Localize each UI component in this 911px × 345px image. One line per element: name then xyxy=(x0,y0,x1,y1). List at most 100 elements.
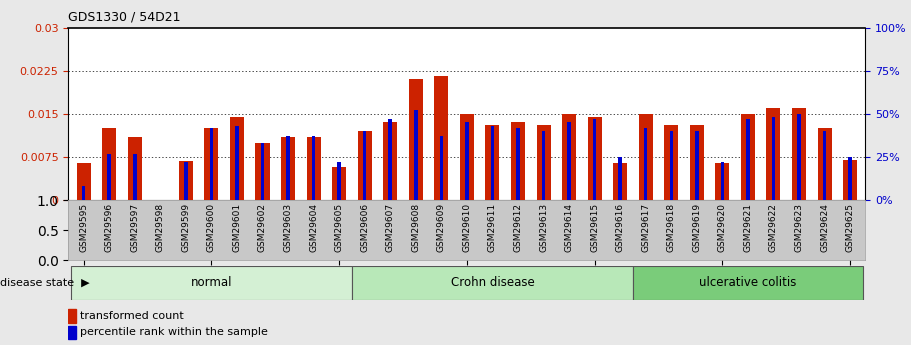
Bar xyxy=(281,137,295,200)
Text: transformed count: transformed count xyxy=(80,311,183,321)
Bar xyxy=(235,126,239,200)
Text: GSM29611: GSM29611 xyxy=(488,203,496,252)
Bar xyxy=(588,117,601,200)
Bar xyxy=(670,131,673,200)
Bar xyxy=(128,137,142,200)
Bar xyxy=(261,143,264,200)
Text: GSM29601: GSM29601 xyxy=(232,203,241,252)
Bar xyxy=(358,131,372,200)
Text: ulcerative colitis: ulcerative colitis xyxy=(700,276,796,289)
Bar xyxy=(741,114,755,200)
Bar xyxy=(133,154,137,200)
Text: GSM29621: GSM29621 xyxy=(743,203,752,252)
Bar xyxy=(435,77,448,200)
Bar xyxy=(542,131,546,200)
Text: GSM29600: GSM29600 xyxy=(207,203,216,252)
Text: GSM29596: GSM29596 xyxy=(105,203,114,252)
Text: GSM29613: GSM29613 xyxy=(539,203,548,252)
Text: GSM29617: GSM29617 xyxy=(641,203,650,252)
Text: Crohn disease: Crohn disease xyxy=(451,276,535,289)
Text: GSM29608: GSM29608 xyxy=(411,203,420,252)
Bar xyxy=(721,162,724,200)
Bar xyxy=(230,117,244,200)
Text: normal: normal xyxy=(190,276,232,289)
Bar xyxy=(664,125,679,200)
Bar xyxy=(695,131,699,200)
Bar xyxy=(746,119,750,200)
Text: GSM29619: GSM29619 xyxy=(692,203,701,252)
Bar xyxy=(286,136,290,200)
Bar xyxy=(619,157,622,200)
Text: GSM29595: GSM29595 xyxy=(79,203,88,252)
Text: GSM29622: GSM29622 xyxy=(769,203,778,252)
Bar xyxy=(179,161,193,200)
Bar xyxy=(388,119,392,200)
Text: GSM29624: GSM29624 xyxy=(820,203,829,252)
Text: GSM29623: GSM29623 xyxy=(794,203,804,252)
Bar xyxy=(210,128,213,200)
Text: GSM29620: GSM29620 xyxy=(718,203,727,252)
Text: GSM29625: GSM29625 xyxy=(845,203,855,252)
Text: GSM29602: GSM29602 xyxy=(258,203,267,252)
Bar xyxy=(409,79,423,200)
Bar xyxy=(486,125,499,200)
Bar xyxy=(77,163,91,200)
Bar xyxy=(511,122,525,200)
Bar xyxy=(68,326,76,339)
Text: GSM29597: GSM29597 xyxy=(130,203,139,252)
Text: GSM29605: GSM29605 xyxy=(334,203,343,252)
Bar xyxy=(593,119,597,200)
Bar xyxy=(633,266,863,300)
Bar xyxy=(460,114,474,200)
Text: GSM29615: GSM29615 xyxy=(590,203,599,252)
Bar xyxy=(466,122,468,200)
Bar xyxy=(613,163,627,200)
Bar xyxy=(184,162,188,200)
Bar xyxy=(848,157,852,200)
Bar xyxy=(639,114,653,200)
Text: GSM29612: GSM29612 xyxy=(514,203,523,252)
Text: GSM29610: GSM29610 xyxy=(463,203,471,252)
Text: GSM29604: GSM29604 xyxy=(309,203,318,252)
Text: percentile rank within the sample: percentile rank within the sample xyxy=(80,327,268,337)
Bar xyxy=(562,114,576,200)
Bar xyxy=(363,131,366,200)
Text: GSM29606: GSM29606 xyxy=(360,203,369,252)
Bar xyxy=(102,128,117,200)
Bar xyxy=(337,162,341,200)
Bar xyxy=(68,309,76,323)
Bar xyxy=(307,137,321,200)
Bar xyxy=(690,125,704,200)
Bar xyxy=(823,131,826,200)
Bar xyxy=(107,154,111,200)
Bar xyxy=(414,110,417,200)
Text: GSM29599: GSM29599 xyxy=(181,203,190,252)
Bar xyxy=(817,128,832,200)
Bar xyxy=(352,266,633,300)
Text: GSM29614: GSM29614 xyxy=(565,203,574,252)
Bar xyxy=(537,125,550,200)
Bar xyxy=(440,136,443,200)
Bar xyxy=(82,186,86,200)
Text: GSM29609: GSM29609 xyxy=(437,203,445,252)
Text: GSM29603: GSM29603 xyxy=(283,203,292,252)
Bar xyxy=(766,108,781,200)
Bar xyxy=(491,126,494,200)
Bar xyxy=(568,122,571,200)
Bar xyxy=(71,266,352,300)
Bar xyxy=(255,142,270,200)
Bar xyxy=(843,160,857,200)
Text: GSM29598: GSM29598 xyxy=(156,203,165,252)
Text: GSM29616: GSM29616 xyxy=(616,203,625,252)
Bar xyxy=(204,128,219,200)
Bar xyxy=(797,114,801,200)
Text: disease state  ▶: disease state ▶ xyxy=(0,278,89,288)
Bar xyxy=(333,167,346,200)
Text: GSM29607: GSM29607 xyxy=(385,203,394,252)
Text: GDS1330 / 54D21: GDS1330 / 54D21 xyxy=(68,11,180,24)
Bar xyxy=(312,136,315,200)
Bar xyxy=(792,108,806,200)
Text: GSM29618: GSM29618 xyxy=(667,203,676,252)
Bar xyxy=(715,163,730,200)
Bar xyxy=(517,128,520,200)
